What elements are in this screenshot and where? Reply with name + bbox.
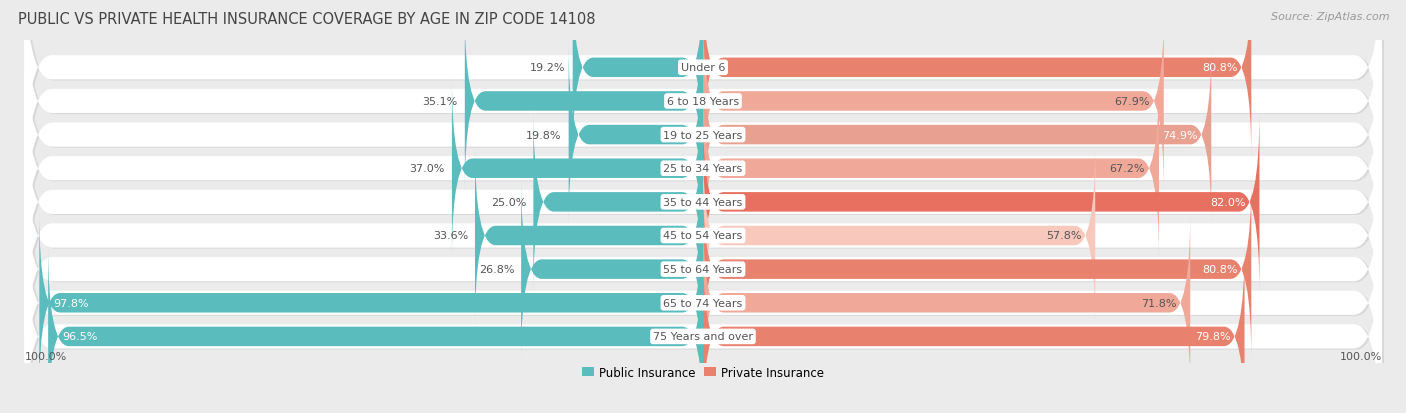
Text: 33.6%: 33.6% (433, 231, 468, 241)
FancyBboxPatch shape (703, 0, 1251, 159)
Text: PUBLIC VS PRIVATE HEALTH INSURANCE COVERAGE BY AGE IN ZIP CODE 14108: PUBLIC VS PRIVATE HEALTH INSURANCE COVER… (18, 12, 596, 27)
Text: 71.8%: 71.8% (1140, 298, 1177, 308)
Text: 80.8%: 80.8% (1202, 264, 1237, 275)
FancyBboxPatch shape (475, 145, 703, 327)
Text: 67.9%: 67.9% (1115, 97, 1150, 107)
FancyBboxPatch shape (24, 0, 1382, 190)
FancyBboxPatch shape (27, 81, 1384, 325)
Text: 6 to 18 Years: 6 to 18 Years (666, 97, 740, 107)
FancyBboxPatch shape (27, 115, 1384, 359)
FancyBboxPatch shape (703, 212, 1191, 394)
FancyBboxPatch shape (703, 11, 1164, 192)
Text: 96.5%: 96.5% (62, 332, 97, 342)
Text: 100.0%: 100.0% (24, 351, 66, 361)
Text: 75 Years and over: 75 Years and over (652, 332, 754, 342)
Text: 25 to 34 Years: 25 to 34 Years (664, 164, 742, 174)
FancyBboxPatch shape (568, 44, 703, 226)
FancyBboxPatch shape (27, 14, 1384, 259)
Text: 19.8%: 19.8% (526, 130, 562, 140)
FancyBboxPatch shape (522, 178, 703, 361)
FancyBboxPatch shape (24, 0, 1382, 224)
FancyBboxPatch shape (27, 0, 1384, 225)
Text: 97.8%: 97.8% (53, 298, 89, 308)
FancyBboxPatch shape (703, 112, 1260, 293)
Text: 79.8%: 79.8% (1195, 332, 1230, 342)
FancyBboxPatch shape (27, 216, 1384, 413)
Text: 26.8%: 26.8% (479, 264, 515, 275)
FancyBboxPatch shape (533, 112, 703, 293)
FancyBboxPatch shape (451, 78, 703, 260)
FancyBboxPatch shape (572, 0, 703, 159)
FancyBboxPatch shape (703, 145, 1095, 327)
FancyBboxPatch shape (24, 214, 1382, 413)
FancyBboxPatch shape (27, 0, 1384, 191)
FancyBboxPatch shape (24, 114, 1382, 358)
FancyBboxPatch shape (24, 80, 1382, 325)
Text: Source: ZipAtlas.com: Source: ZipAtlas.com (1271, 12, 1389, 22)
Legend: Public Insurance, Private Insurance: Public Insurance, Private Insurance (578, 361, 828, 383)
Text: 100.0%: 100.0% (1340, 351, 1382, 361)
Text: 55 to 64 Years: 55 to 64 Years (664, 264, 742, 275)
Text: 45 to 54 Years: 45 to 54 Years (664, 231, 742, 241)
Text: 37.0%: 37.0% (409, 164, 446, 174)
Text: 65 to 74 Years: 65 to 74 Years (664, 298, 742, 308)
Text: Under 6: Under 6 (681, 63, 725, 73)
FancyBboxPatch shape (48, 246, 703, 413)
Text: 80.8%: 80.8% (1202, 63, 1237, 73)
Text: 57.8%: 57.8% (1046, 231, 1081, 241)
FancyBboxPatch shape (27, 182, 1384, 413)
Text: 35 to 44 Years: 35 to 44 Years (664, 197, 742, 207)
FancyBboxPatch shape (24, 13, 1382, 257)
FancyBboxPatch shape (703, 246, 1244, 413)
Text: 19 to 25 Years: 19 to 25 Years (664, 130, 742, 140)
Text: 67.2%: 67.2% (1109, 164, 1146, 174)
Text: 74.9%: 74.9% (1161, 130, 1198, 140)
FancyBboxPatch shape (703, 78, 1159, 260)
FancyBboxPatch shape (24, 147, 1382, 392)
Text: 35.1%: 35.1% (423, 97, 458, 107)
FancyBboxPatch shape (24, 47, 1382, 291)
Text: 82.0%: 82.0% (1211, 197, 1246, 207)
FancyBboxPatch shape (27, 148, 1384, 393)
FancyBboxPatch shape (39, 212, 703, 394)
Text: 25.0%: 25.0% (491, 197, 526, 207)
FancyBboxPatch shape (27, 47, 1384, 292)
FancyBboxPatch shape (24, 181, 1382, 413)
Text: 19.2%: 19.2% (530, 63, 565, 73)
FancyBboxPatch shape (703, 44, 1212, 226)
FancyBboxPatch shape (703, 178, 1251, 361)
FancyBboxPatch shape (465, 11, 703, 192)
